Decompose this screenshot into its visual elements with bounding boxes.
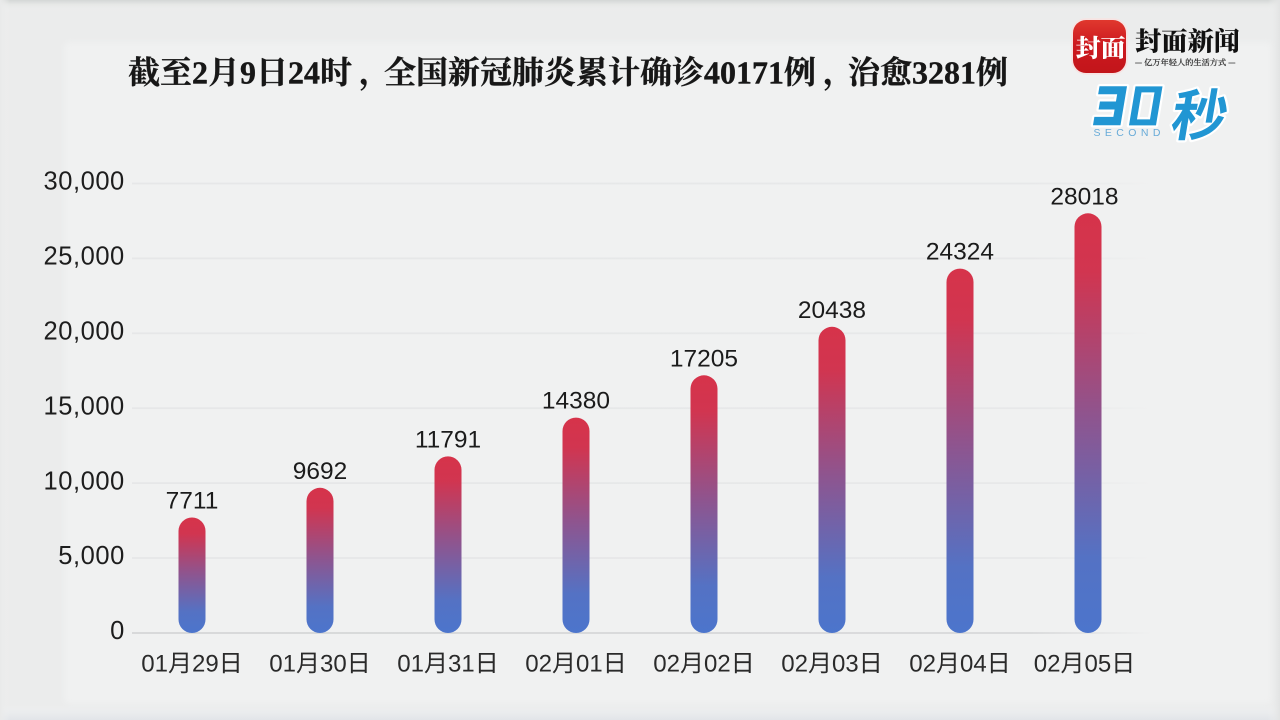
svg-text:11791: 11791 — [415, 426, 481, 453]
svg-text:9692: 9692 — [293, 458, 348, 485]
svg-text:0: 0 — [110, 617, 125, 645]
svg-text:7711: 7711 — [166, 488, 219, 515]
svg-text:14380: 14380 — [542, 388, 610, 415]
svg-text:25,000: 25,000 — [44, 243, 125, 271]
svg-text:15,000: 15,000 — [44, 392, 125, 420]
svg-text:30,000: 30,000 — [44, 168, 125, 196]
svg-text:10,000: 10,000 — [44, 467, 125, 495]
svg-text:17205: 17205 — [670, 345, 738, 372]
svg-text:SECOND: SECOND — [1094, 127, 1165, 139]
svg-text:24324: 24324 — [926, 239, 994, 266]
svg-text:5,000: 5,000 — [58, 542, 125, 570]
svg-text:20,000: 20,000 — [44, 318, 125, 346]
svg-text:28018: 28018 — [1050, 183, 1118, 210]
svg-text:20438: 20438 — [798, 297, 866, 324]
